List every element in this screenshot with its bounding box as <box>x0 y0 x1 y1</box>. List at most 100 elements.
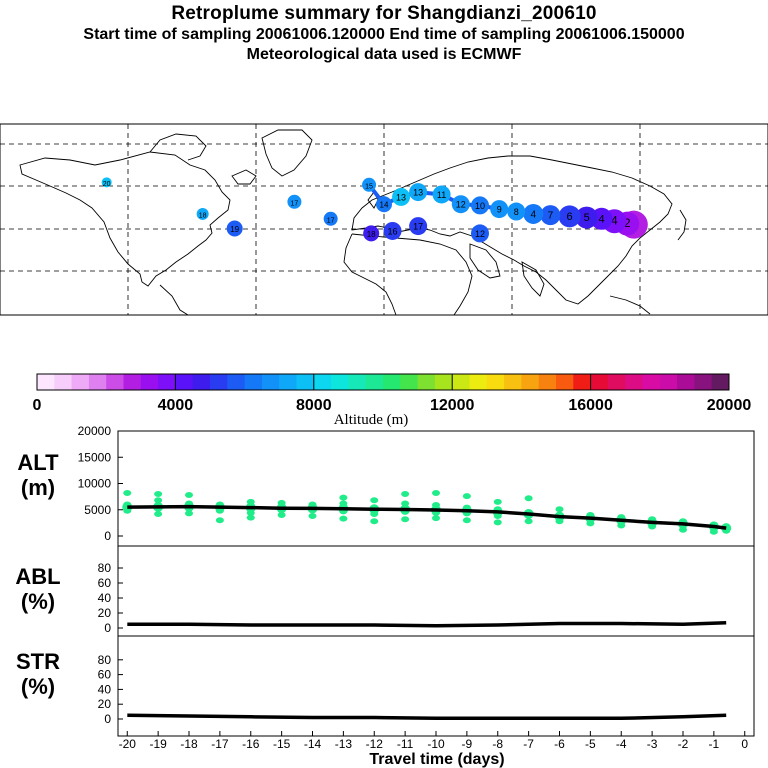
plume-point <box>471 196 489 215</box>
colorbar-cell <box>140 374 159 390</box>
plume-point-label: 7 <box>548 211 554 222</box>
plume-point-label: 12 <box>475 229 485 239</box>
plume-point-label: 20 <box>103 181 111 188</box>
x-tick-label: -18 <box>180 737 198 751</box>
x-tick-label: -3 <box>647 737 658 751</box>
x-tick-label: -8 <box>492 737 503 751</box>
x-tick-label: 0 <box>741 737 748 751</box>
plume-point-label: 18 <box>199 212 207 219</box>
y-tick-label: 60 <box>98 668 112 682</box>
y-tick-label: 80 <box>98 653 112 667</box>
y-axis-label: ALT <box>17 450 59 475</box>
colorbar-cell <box>210 374 228 390</box>
sampling-times: Start time of sampling 20061006.120000 E… <box>83 26 685 43</box>
plume-point-label: 10 <box>475 201 485 211</box>
plume-point <box>409 217 428 236</box>
colorbar-cell <box>383 374 401 390</box>
y-tick-label: 20000 <box>78 424 112 438</box>
plume-point <box>523 203 544 224</box>
altitude-sample <box>154 497 163 504</box>
colorbar-cell <box>659 374 678 390</box>
plume-point-label: 6 <box>567 211 573 223</box>
altitude-sample <box>493 498 502 505</box>
altitude-sample <box>401 491 410 497</box>
plume-point <box>575 206 598 229</box>
plume-point-label: 15 <box>365 183 373 190</box>
x-tick-label: -13 <box>335 737 353 751</box>
x-tick-label: -17 <box>211 737 229 751</box>
altitude-sample <box>277 512 286 518</box>
plume-markers: 1244567489101211131314151718201217161817… <box>101 177 648 243</box>
x-axis-title: Travel time (days) <box>369 751 504 768</box>
colorbar-frame <box>36 373 730 391</box>
plume-point <box>363 225 380 242</box>
plume-point-label: 5 <box>584 212 590 224</box>
colorbar-cell <box>711 374 730 390</box>
colorbar-cell <box>54 374 73 390</box>
colorbar-cell <box>417 374 436 390</box>
y-tick-label: 60 <box>98 576 112 590</box>
colorbar-cell <box>504 374 522 390</box>
altitude-sample <box>462 517 471 524</box>
colorbar-cell <box>573 374 592 390</box>
altitude-sample <box>370 497 379 504</box>
colorbar-cell <box>642 374 661 390</box>
plume-point-label: 17 <box>291 200 299 207</box>
x-tick-label: -20 <box>119 737 137 751</box>
plume-point <box>196 207 209 220</box>
y-tick-label: 20 <box>98 606 112 620</box>
colorbar-cell <box>677 374 695 390</box>
colorbar-cell <box>158 374 176 390</box>
colorbar-cell <box>434 374 453 390</box>
plume-point-label: 2 <box>624 216 631 230</box>
altitude-sample <box>339 494 348 501</box>
plume-point-label: 13 <box>396 192 406 202</box>
colorbar-cell <box>244 374 263 390</box>
x-tick-label: -9 <box>462 737 473 751</box>
plume-point-label: 16 <box>388 226 398 236</box>
x-tick-label: -14 <box>304 737 322 751</box>
str-line <box>127 713 727 721</box>
plume-point <box>226 220 243 237</box>
plume-point-label: 19 <box>230 225 239 234</box>
altitude-sample <box>432 515 440 522</box>
y-tick-label: 40 <box>98 682 112 696</box>
altitude-centroid <box>721 523 732 534</box>
x-tick-label: -12 <box>366 737 384 751</box>
plume-point <box>540 205 561 226</box>
colorbar-cell <box>556 374 574 390</box>
plume-point <box>362 177 377 192</box>
x-tick-label: -7 <box>523 737 534 751</box>
x-tick-label: -15 <box>273 737 291 751</box>
altitude-sample <box>462 493 471 500</box>
alt-line <box>127 504 727 530</box>
altitude-sample <box>339 515 348 522</box>
colorbar-cell <box>469 374 488 390</box>
y-tick-label: 0 <box>104 529 111 543</box>
colorbar-label: 20000 <box>707 397 752 414</box>
colorbar-cell <box>365 374 384 390</box>
altitude-sample <box>185 492 194 499</box>
colorbar-cell <box>175 374 194 390</box>
colorbar-cell <box>71 374 90 390</box>
plume-point <box>490 200 509 219</box>
y-tick-label: 0 <box>104 621 111 635</box>
plume-point-label: 8 <box>514 207 519 217</box>
altitude-sample <box>493 519 502 526</box>
plume-point <box>451 195 470 214</box>
plume-point-label: 17 <box>413 222 423 232</box>
colorbar-cell <box>590 374 609 390</box>
x-tick-label: -10 <box>427 737 445 751</box>
plume-point <box>383 221 402 240</box>
x-tick-label: -6 <box>554 737 565 751</box>
plume-point-label: 4 <box>531 209 537 220</box>
colorbar-cell <box>261 374 280 390</box>
y-tick-label: 40 <box>98 591 112 605</box>
plume-point-label: 12 <box>456 200 466 210</box>
y-axis-unit: (%) <box>21 674 55 699</box>
altitude-sample <box>432 489 440 496</box>
coastlines <box>19 129 687 316</box>
plume-point <box>287 194 302 209</box>
colorbar-cell <box>452 374 470 390</box>
